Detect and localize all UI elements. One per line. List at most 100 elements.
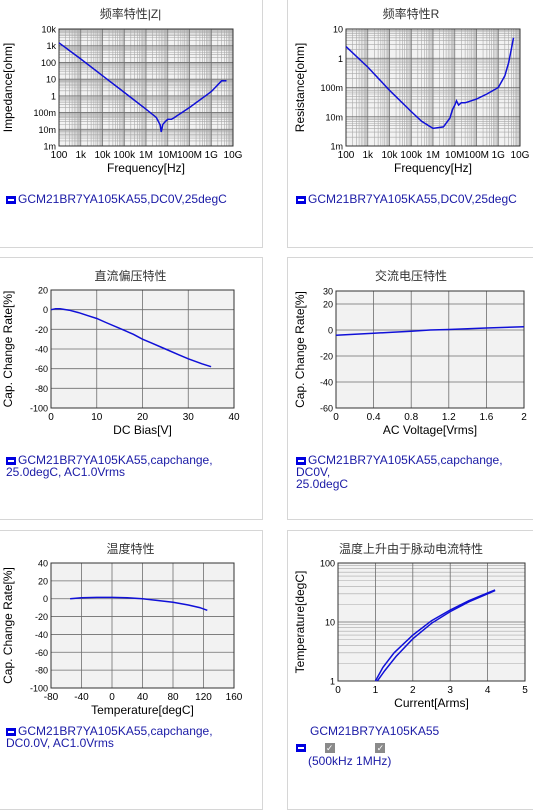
x-axis-label: Frequency[Hz] bbox=[107, 161, 185, 175]
plot-frame bbox=[337, 562, 526, 682]
series-line-1 bbox=[345, 37, 515, 130]
x-tick-label: 0.8 bbox=[404, 412, 418, 423]
chart-title: 温度特性 bbox=[106, 542, 155, 556]
y-tick-label: -60 bbox=[320, 404, 333, 414]
y-tick-label: 10 bbox=[325, 618, 335, 628]
y-axis-label: Impedance[ohm] bbox=[1, 43, 15, 132]
x-axis-label: Temperature[degC] bbox=[91, 703, 194, 717]
y-tick-label: -100 bbox=[30, 404, 48, 414]
legend-label: GCM21BR7YA105KA55,capchange, bbox=[18, 724, 213, 738]
chart-title: 直流偏压特性 bbox=[94, 269, 167, 283]
series-line-1 bbox=[50, 307, 212, 368]
y-tick-label: 10 bbox=[46, 75, 56, 85]
y-tick-label: 20 bbox=[323, 300, 333, 310]
x-axis-label: AC Voltage[Vrms] bbox=[383, 423, 477, 437]
chart-panel-temperature: 温度特性 -80 -40 0 40 80 120 160 40 20 0 -20 -40 -60 -80-… bbox=[0, 530, 263, 810]
x-tick-label: 20 bbox=[137, 412, 149, 423]
x-tick-label: 10M bbox=[158, 150, 177, 161]
y-axis-label: Cap. Change Rate[%] bbox=[1, 291, 15, 408]
plot-frame bbox=[345, 28, 521, 147]
x-tick-label: 5 bbox=[522, 685, 528, 696]
x-tick-label: 120 bbox=[195, 692, 212, 703]
y-tick-label: 10m bbox=[325, 112, 343, 122]
x-axis-label: Frequency[Hz] bbox=[394, 161, 472, 175]
x-tick-label: 4 bbox=[485, 685, 491, 696]
legend-label-line2: 25.0degC, AC1.0Vrms bbox=[6, 465, 125, 479]
series-line-1 bbox=[374, 589, 496, 682]
legend-swatch-icon[interactable] bbox=[296, 456, 306, 465]
x-tick-label: 2 bbox=[410, 685, 416, 696]
x-tick-label: 1.2 bbox=[442, 412, 456, 423]
chart-panel-ac-voltage: 交流电压特性 0 0.4 0.8 1.2 1.6 2 30 20 0 -20 -40 -60 AC Vo… bbox=[287, 257, 533, 520]
chart-legend[interactable]: GCM21BR7YA105KA55,capchange, DC0.0V, AC1… bbox=[6, 725, 213, 749]
check-close-paren: ) bbox=[387, 754, 392, 768]
legend-swatch-icon[interactable] bbox=[296, 195, 306, 204]
x-tick-label: 1 bbox=[373, 685, 379, 696]
plot-frame bbox=[58, 28, 234, 147]
chart-legend[interactable]: GCM21BR7YA105KA55,capchange, 25.0degC, A… bbox=[6, 454, 213, 478]
x-tick-label: 3 bbox=[447, 685, 453, 696]
x-tick-label: 100k bbox=[113, 150, 136, 161]
x-tick-label: 40 bbox=[137, 692, 149, 703]
chart-title: 频率特性|Z| bbox=[99, 7, 162, 21]
chart-panel-dc-bias: 直流偏压特性 0 10 20 30 40 20 0 -20 -40 -60 -80 -100 DC Bi… bbox=[0, 257, 263, 520]
y-axis-label: Cap. Change Rate[%] bbox=[293, 291, 307, 408]
chart-title: 温度上升由于脉动电流特性 bbox=[338, 542, 483, 556]
y-tick-label: 10m bbox=[38, 125, 56, 135]
x-tick-label: 10M bbox=[445, 150, 464, 161]
x-tick-label: 1M bbox=[139, 150, 153, 161]
y-tick-label: 10k bbox=[41, 25, 56, 35]
chart-legend[interactable]: GCM21BR7YA105KA55,DC0V,25degC bbox=[296, 193, 517, 205]
checkbox-1mhz[interactable]: ✓ bbox=[375, 743, 386, 753]
chart-legend[interactable]: GCM21BR7YA105KA55 ✓ ✓ (500kHz 1MHz) bbox=[296, 725, 526, 767]
x-tick-label: 10G bbox=[511, 150, 530, 161]
legend-swatch-icon[interactable] bbox=[296, 743, 306, 752]
plot-frame bbox=[50, 562, 235, 689]
chart-title: 交流电压特性 bbox=[374, 269, 447, 283]
x-axis-label: DC Bias[V] bbox=[113, 423, 172, 437]
y-tick-label: 100 bbox=[41, 58, 56, 68]
legend-swatch-icon[interactable] bbox=[6, 195, 16, 204]
y-tick-label: 40 bbox=[38, 559, 48, 569]
plot-area bbox=[336, 291, 524, 408]
dc-bias-chart: 0 10 20 30 40 20 0 -20 -40 -60 -80 -100 DC Bias[V] Ca… bbox=[1, 286, 240, 438]
legend-label-line2: DC0.0V, AC1.0Vrms bbox=[6, 736, 114, 750]
y-tick-label: -80 bbox=[35, 384, 48, 394]
x-tick-label: 0 bbox=[335, 685, 341, 696]
ripple-temperature-chart: 0 1 2 3 4 5100101Current[Arms]Temperature[deg… bbox=[293, 559, 528, 711]
x-tick-label: 100M bbox=[464, 150, 489, 161]
y-tick-label: -40 bbox=[320, 378, 333, 388]
y-tick-label: -20 bbox=[35, 612, 48, 622]
series-line-1 bbox=[335, 326, 525, 336]
checkbox-500khz[interactable]: ✓ bbox=[324, 743, 335, 753]
series-line-2 bbox=[376, 589, 496, 682]
impedance-chart: 100 1k 10k 100k 1M 10M 100M 1G 10G10k1k100101100… bbox=[1, 25, 243, 176]
chart-legend[interactable]: GCM21BR7YA105KA55,capchange, DC0V, 25.0d… bbox=[296, 454, 533, 490]
y-tick-label: -100 bbox=[30, 684, 48, 694]
legend-swatch-icon[interactable] bbox=[6, 456, 16, 465]
x-tick-label: 160 bbox=[226, 692, 243, 703]
x-tick-label: 1k bbox=[362, 150, 374, 161]
x-tick-label: 100 bbox=[338, 150, 355, 161]
y-tick-label: 1 bbox=[330, 677, 335, 687]
legend-label: GCM21BR7YA105KA55,DC0V,25degC bbox=[18, 192, 227, 206]
y-tick-label: 100m bbox=[320, 83, 343, 93]
y-tick-label: -60 bbox=[35, 648, 48, 658]
x-tick-label: 80 bbox=[167, 692, 179, 703]
chart-title: 频率特性R bbox=[382, 7, 440, 21]
y-tick-label: 100m bbox=[33, 108, 56, 118]
chart-panel-ripple-temperature: 温度上升由于脉动电流特性 0 1 2 3 4 5 100 10 1 Current[Arms] Te… bbox=[287, 530, 533, 810]
y-tick-label: 1m bbox=[330, 142, 343, 152]
x-axis-label: Current[Arms] bbox=[394, 696, 469, 710]
series-line-1 bbox=[58, 42, 227, 133]
y-tick-label: 1m bbox=[43, 142, 56, 152]
check-label-1mhz: 1MHz bbox=[356, 754, 388, 768]
x-tick-label: 1M bbox=[426, 150, 440, 161]
chart-panel-impedance: 频率特性|Z| 100 1k 10k 100k 1M 10M 100M 1G 10G 10k 1k 1… bbox=[0, 0, 263, 248]
x-tick-label: 100M bbox=[177, 150, 202, 161]
chart-legend[interactable]: GCM21BR7YA105KA55,DC0V,25degC bbox=[6, 193, 227, 205]
legend-swatch-icon[interactable] bbox=[6, 727, 16, 736]
check-open-paren: ( bbox=[308, 754, 312, 768]
y-axis-label: Cap. Change Rate[%] bbox=[1, 567, 15, 684]
y-tick-label: 0 bbox=[43, 305, 48, 315]
